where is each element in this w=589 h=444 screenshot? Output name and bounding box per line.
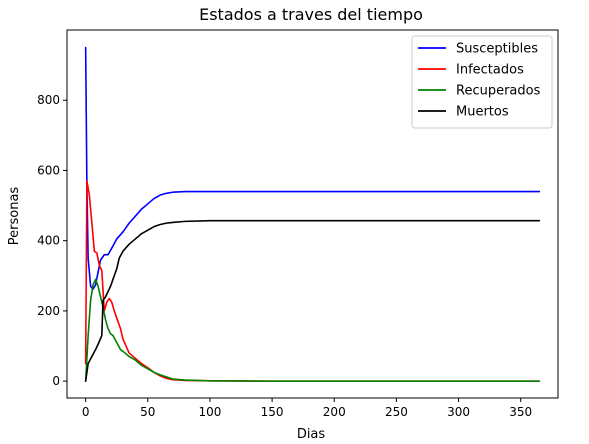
y-tick-label: 400 [37, 234, 60, 248]
series-line-muertos [84, 219, 541, 382]
series-line-infectados [84, 180, 541, 382]
x-axis-label: Dias [297, 427, 326, 442]
legend-label-susceptibles: Susceptibles [456, 42, 538, 57]
x-tick-label: 50 [140, 405, 155, 419]
x-tick-label: 350 [509, 405, 532, 419]
legend-box [411, 35, 553, 129]
plot-area: 0 50 100 150 200 250 300 350 0 200 400 600 800 [37, 29, 559, 419]
series-line-susceptibles [84, 46, 541, 290]
y-tick-label: 800 [37, 93, 60, 107]
x-tick-label: 300 [447, 405, 470, 419]
x-tick-label: 150 [261, 405, 284, 419]
series-line-recuperados [84, 278, 541, 382]
legend-label-muertos: Muertos [456, 105, 509, 120]
chart-title: Estados a traves del tiempo [199, 5, 423, 24]
x-tick-label: 200 [323, 405, 346, 419]
legend-label-recuperados: Recuperados [456, 84, 541, 99]
y-tick-label: 600 [37, 163, 60, 177]
y-tick-label: 200 [37, 304, 60, 318]
legend-label-infectados: Infectados [456, 63, 524, 78]
x-tick-label: 0 [82, 405, 90, 419]
y-tick-label: 0 [52, 374, 60, 388]
axes-frame [66, 29, 559, 399]
legend: Susceptibles Infectados Recuperados Muertos [411, 35, 553, 129]
x-tick-label: 100 [198, 405, 221, 419]
y-axis-label: Personas [7, 187, 22, 246]
x-tick-label: 250 [385, 405, 408, 419]
